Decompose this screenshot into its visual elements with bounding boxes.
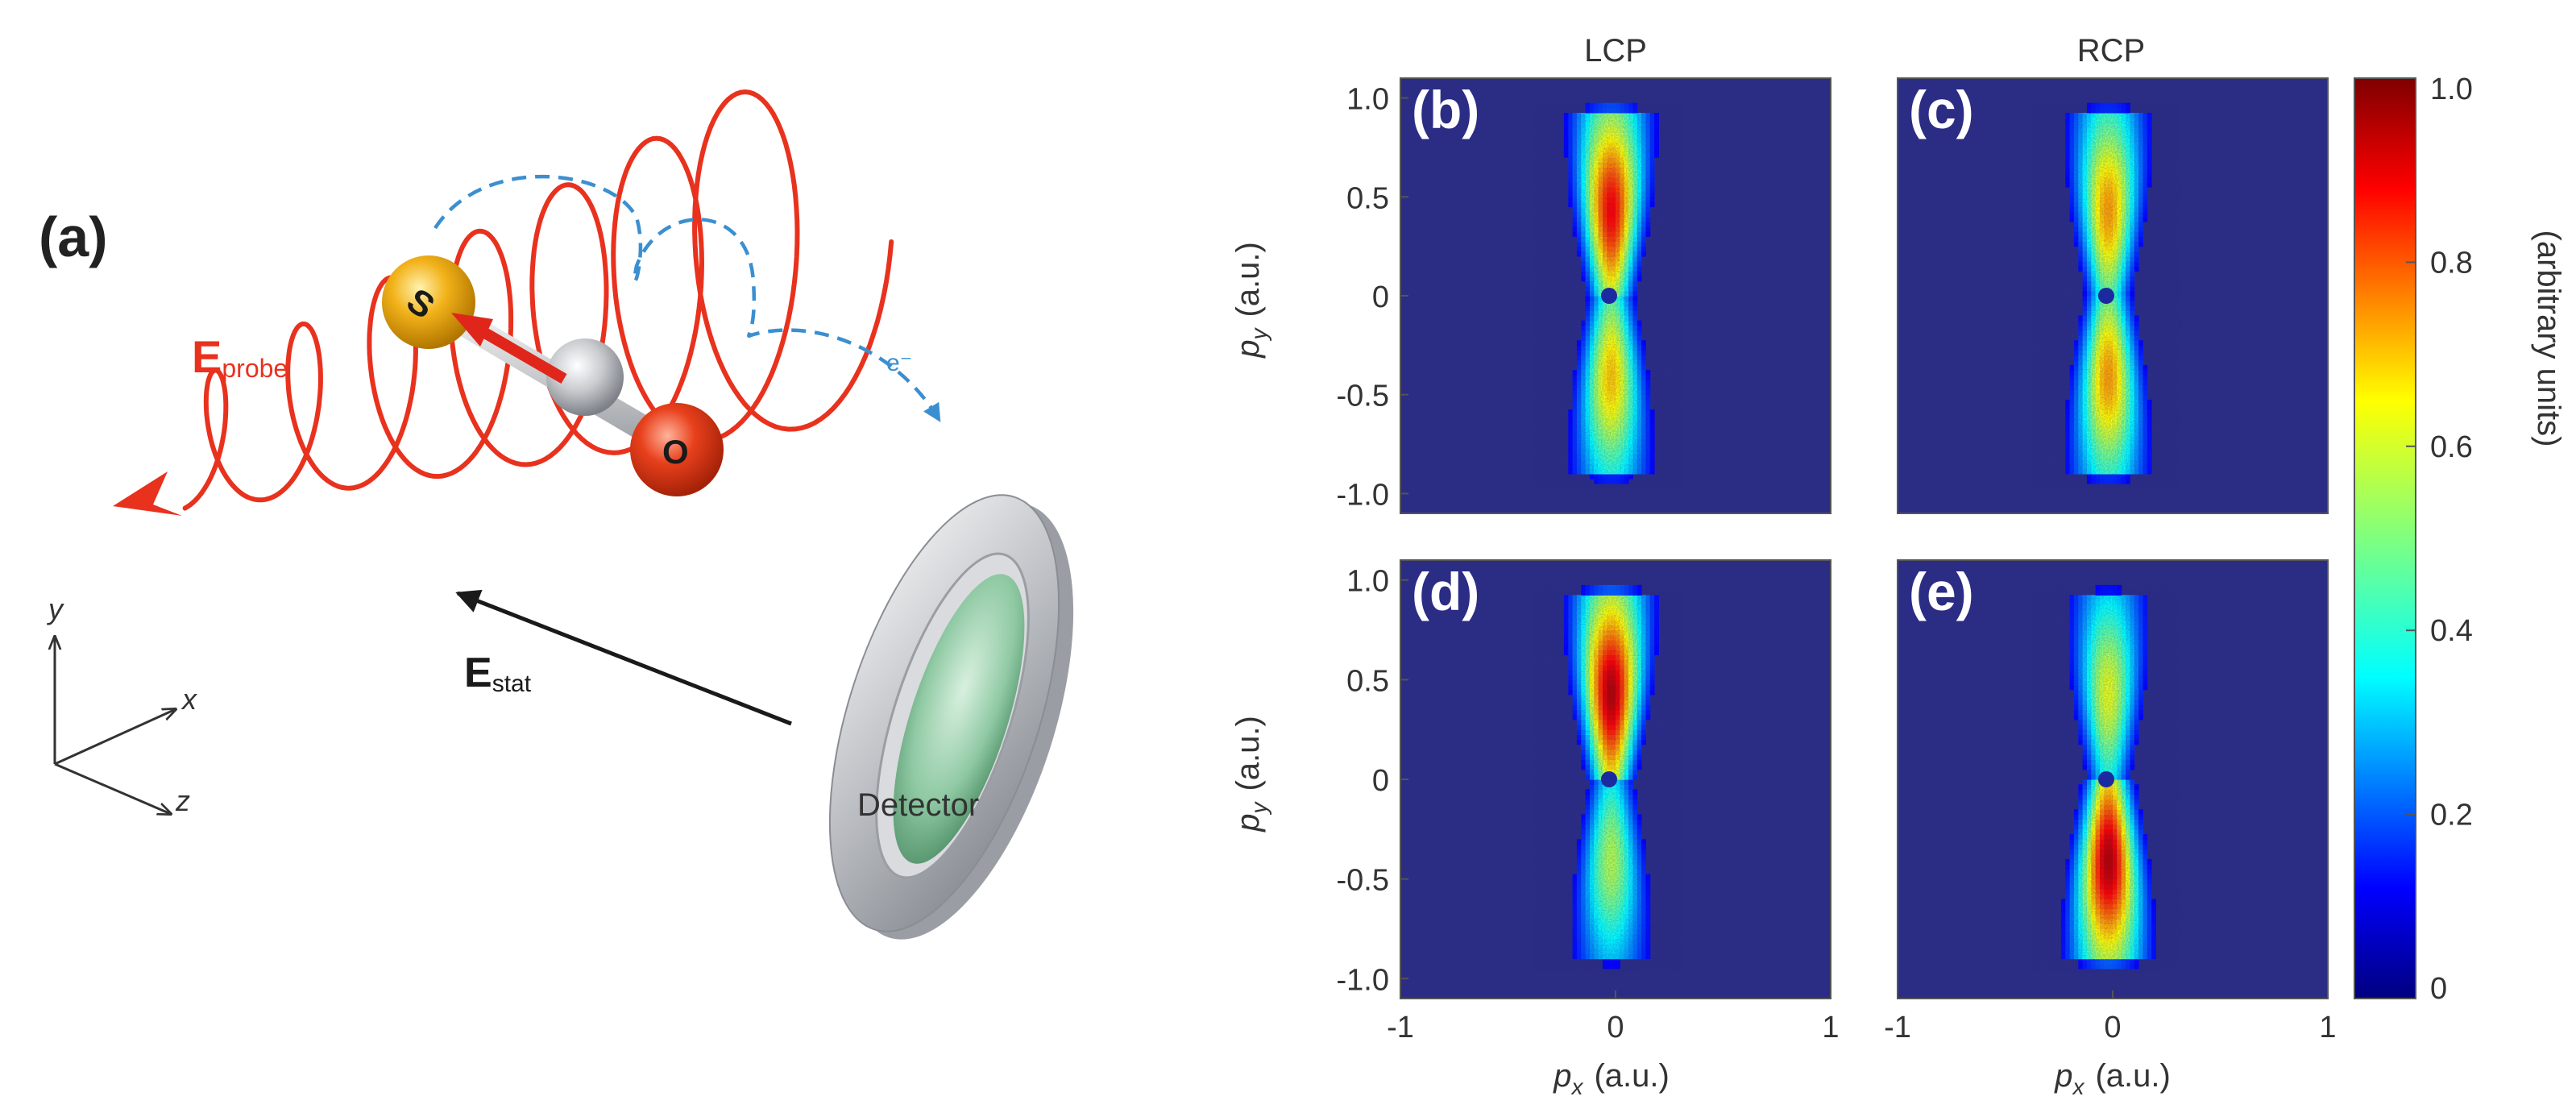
y-tick-label: 0.5 (1346, 181, 1389, 215)
y-tick-label: -1.0 (1337, 478, 1389, 512)
electron-label: e⁻ (886, 350, 913, 376)
sulfur-atom (382, 255, 475, 349)
column-title-lcp: LCP (1584, 33, 1647, 69)
panel-label-b: (b) (1412, 80, 1479, 139)
colorbar-tick-label: 0.8 (2430, 246, 2473, 280)
xlabel-right: px (a.u.) (2054, 1058, 2171, 1099)
static-field-label: Estat (464, 650, 532, 697)
y-tick-label: 1.0 (1346, 83, 1389, 117)
axis-z-label: z (175, 784, 190, 817)
panel-a-label: (a) (39, 206, 108, 268)
ocs-molecule: S O (382, 255, 724, 496)
center-dot (1600, 771, 1617, 787)
center-dot (2097, 288, 2114, 304)
xlabel-left: px (a.u.) (1553, 1058, 1670, 1099)
momentum-maps: LCP RCP (b) (c) (d) (e) py(a.u.) py(a.u.… (1230, 33, 2337, 1099)
axis-x-label: x (180, 683, 198, 716)
heatmap-panel-b: (b) (1400, 77, 1831, 514)
y-tick-label: 0 (1372, 280, 1389, 314)
coordinate-axes (55, 637, 176, 814)
heatmap-panel-d: (d) (1400, 559, 1831, 999)
center-dot (1600, 288, 1617, 304)
colorbar-tick-label: 0 (2430, 972, 2447, 1006)
static-field-arrow (455, 589, 792, 726)
oxygen-label: O (662, 433, 689, 471)
x-tick-label: -1 (1884, 1011, 1911, 1044)
dipole-arrow (480, 326, 567, 384)
colorbar-tick-label: 0.2 (2430, 799, 2473, 833)
x-tick-label: 1 (2319, 1011, 2336, 1044)
detector (828, 494, 1074, 940)
electron-trajectory (433, 174, 941, 422)
y-tick-label: 0 (1372, 764, 1389, 798)
colorbar-tick-label: 1.0 (2430, 73, 2473, 106)
ylabel-bottom: py(a.u.) (1230, 716, 1271, 833)
colorbar-tick-label: 0.6 (2430, 430, 2473, 464)
panel-label-e: (e) (1909, 562, 1974, 621)
detector-label: Detector (857, 787, 979, 823)
panel-label-c: (c) (1909, 80, 1974, 139)
schematic-panel: (a) y x z e⁻ S O Eprobe (39, 89, 1074, 940)
center-dot (2097, 771, 2114, 787)
probe-arrowhead (113, 471, 182, 516)
heatmap-panel-c: (c) (1897, 77, 2329, 514)
panel-label-d: (d) (1412, 562, 1479, 621)
y-tick-label: 1.0 (1346, 565, 1389, 599)
heatmap-frame (1897, 77, 2329, 514)
probe-field-label: Eprobe (192, 331, 288, 383)
colorbar-tick-label: 0.4 (2430, 614, 2473, 648)
ylabel-top: py(a.u.) (1230, 242, 1271, 359)
axis-y-label: y (46, 592, 64, 625)
x-tick-label: 1 (1822, 1011, 1839, 1044)
probe-helix (182, 89, 894, 511)
x-tick-label: 0 (1607, 1011, 1624, 1044)
y-tick-label: -0.5 (1337, 380, 1389, 413)
carbon-atom (546, 338, 624, 416)
x-tick-label: 0 (2104, 1011, 2121, 1044)
column-title-rcp: RCP (2077, 33, 2145, 69)
y-tick-label: -0.5 (1337, 864, 1389, 898)
y-tick-label: 0.5 (1346, 664, 1389, 698)
oxygen-atom (630, 403, 724, 496)
axis-ticks: 1.0 0.5 0 -0.5 -1.0 1.0 0.5 0 -0.5 -1.0 -1 0 1 -1 0 1 (1337, 83, 2337, 1044)
colorbar-gradient (2354, 77, 2416, 999)
heatmap-panel-e: (e) (1897, 559, 2329, 999)
y-tick-label: -1.0 (1337, 963, 1389, 997)
colorbar-ticks: 1.0 0.8 0.6 0.4 0.2 0 (2406, 73, 2473, 1006)
colorbar-label: (arbitrary units) (2531, 230, 2566, 447)
x-tick-label: -1 (1387, 1011, 1414, 1044)
colorbar: 1.0 0.8 0.6 0.4 0.2 0 (arbitrary units) (2354, 73, 2566, 1006)
